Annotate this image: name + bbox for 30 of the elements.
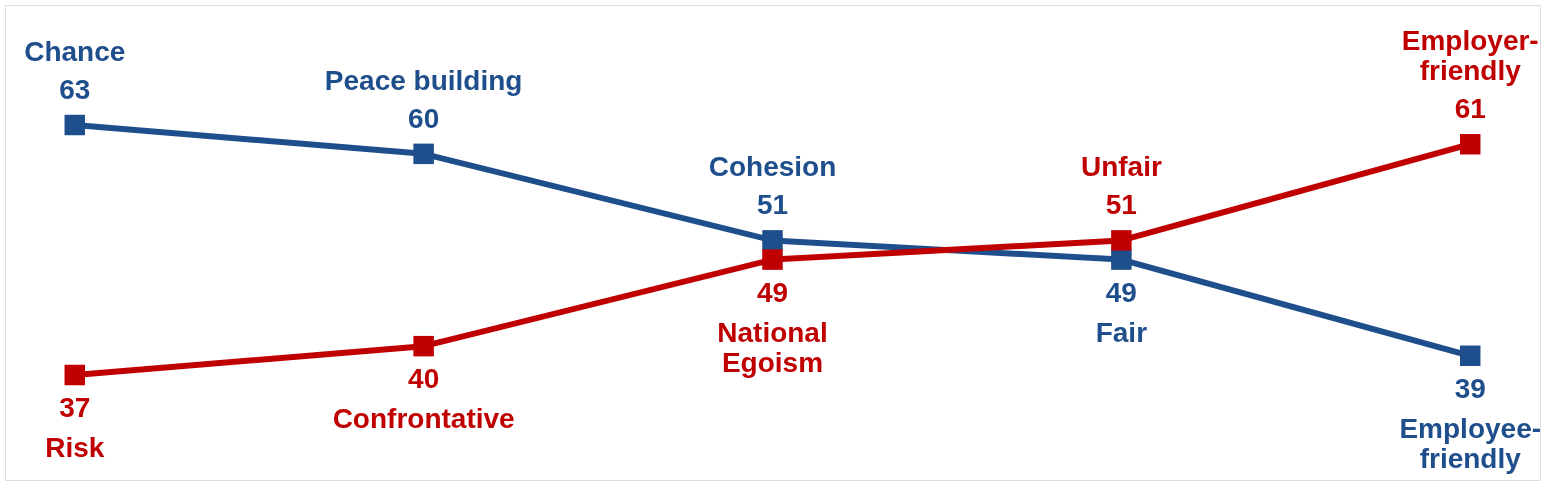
point	[1111, 249, 1132, 270]
text: Chance	[24, 36, 126, 67]
data-label: 37	[59, 392, 91, 423]
annotation: Unfair	[1080, 151, 1162, 183]
text: Employee- friendly	[1399, 412, 1542, 474]
point	[64, 364, 86, 386]
data-label: 39	[1454, 372, 1486, 404]
point	[413, 143, 434, 165]
data-label: 49	[1105, 276, 1137, 308]
text: Employer- friendly	[1401, 25, 1539, 87]
data-label: 51	[756, 189, 789, 221]
data-label: 40	[408, 363, 440, 395]
point	[413, 335, 434, 357]
annotation: Fair	[1095, 316, 1148, 348]
text: Confrontative	[332, 403, 515, 435]
data-label: 60	[408, 102, 440, 134]
data-label: 49	[756, 276, 789, 308]
point	[64, 114, 86, 136]
data-label: 51	[1105, 189, 1137, 221]
point	[762, 230, 783, 251]
point	[1111, 230, 1132, 251]
point	[1459, 133, 1481, 155]
data-label: 63	[59, 74, 91, 105]
annotation: Cohesion	[708, 151, 837, 183]
data-label: 61	[1454, 93, 1486, 125]
annotation: National Egoism	[717, 316, 828, 378]
text: Risk	[45, 432, 105, 463]
point	[762, 249, 783, 270]
text: Peace building	[324, 64, 523, 96]
point	[1459, 345, 1481, 367]
